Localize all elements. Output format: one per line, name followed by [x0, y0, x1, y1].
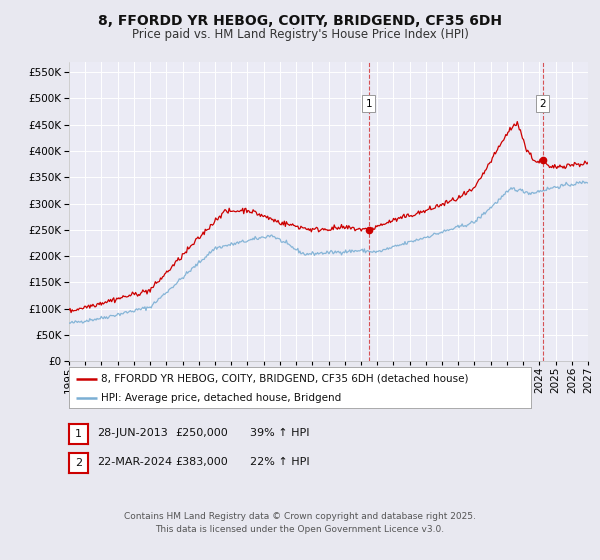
Text: 2: 2 — [75, 458, 82, 468]
Text: £383,000: £383,000 — [175, 457, 228, 467]
Text: Contains HM Land Registry data © Crown copyright and database right 2025.
This d: Contains HM Land Registry data © Crown c… — [124, 512, 476, 534]
Text: 8, FFORDD YR HEBOG, COITY, BRIDGEND, CF35 6DH: 8, FFORDD YR HEBOG, COITY, BRIDGEND, CF3… — [98, 14, 502, 28]
Text: 2: 2 — [539, 99, 546, 109]
Text: 1: 1 — [75, 429, 82, 439]
Text: 22% ↑ HPI: 22% ↑ HPI — [250, 457, 310, 467]
Text: 8, FFORDD YR HEBOG, COITY, BRIDGEND, CF35 6DH (detached house): 8, FFORDD YR HEBOG, COITY, BRIDGEND, CF3… — [101, 374, 469, 384]
Text: HPI: Average price, detached house, Bridgend: HPI: Average price, detached house, Brid… — [101, 393, 341, 403]
Text: 22-MAR-2024: 22-MAR-2024 — [97, 457, 172, 467]
Text: Price paid vs. HM Land Registry's House Price Index (HPI): Price paid vs. HM Land Registry's House … — [131, 28, 469, 41]
Text: 1: 1 — [365, 99, 372, 109]
Text: 39% ↑ HPI: 39% ↑ HPI — [250, 428, 310, 438]
Text: £250,000: £250,000 — [175, 428, 228, 438]
Text: 28-JUN-2013: 28-JUN-2013 — [97, 428, 168, 438]
